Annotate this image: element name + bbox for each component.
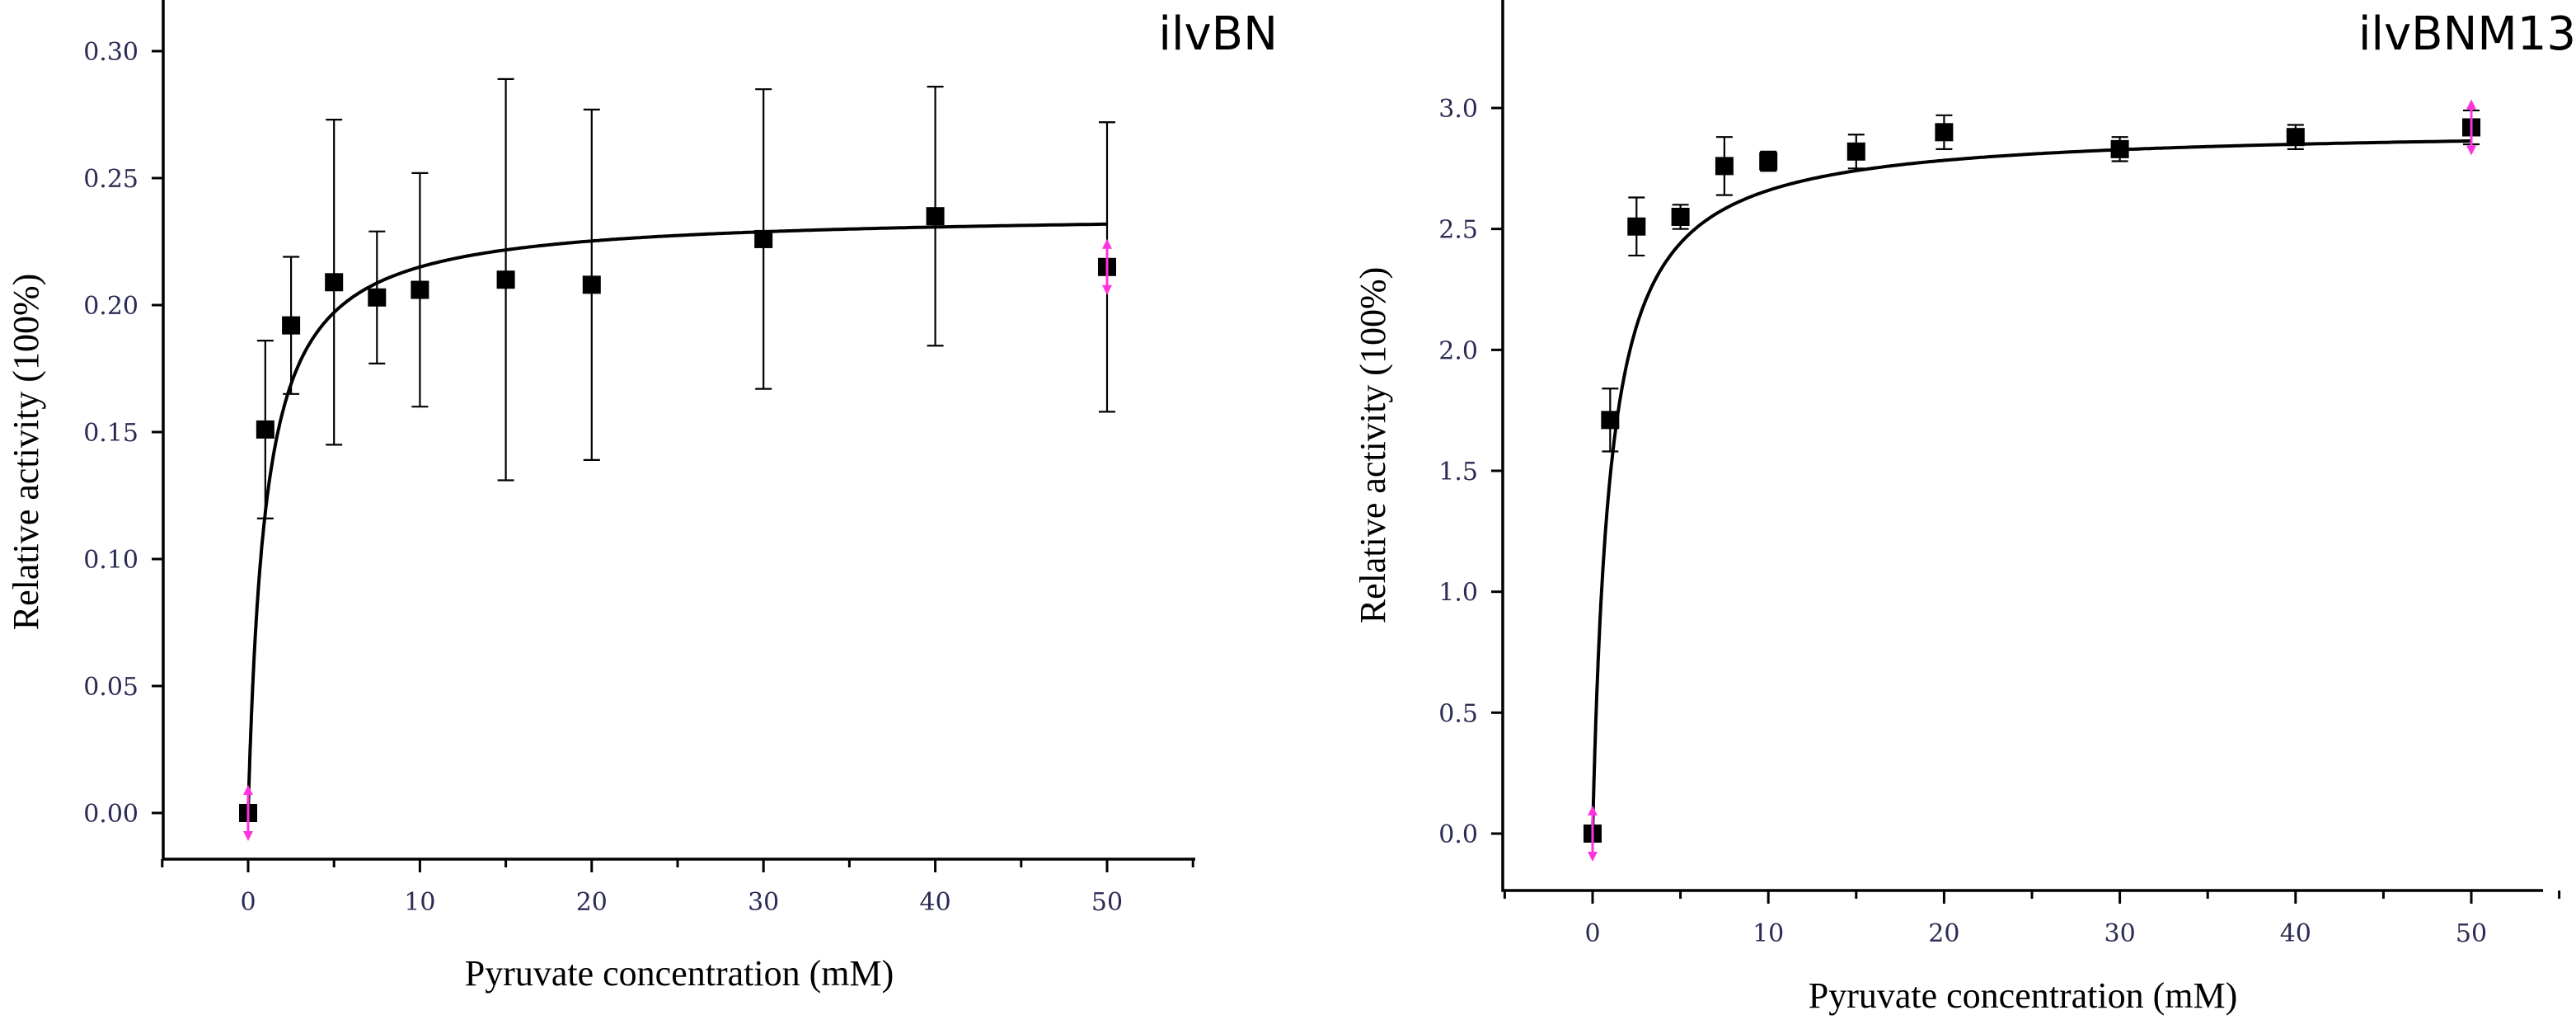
data-point bbox=[256, 420, 274, 439]
x-tick-label: 20 bbox=[1928, 919, 1959, 948]
x-tick-label: 30 bbox=[748, 888, 779, 917]
data-point bbox=[2110, 139, 2129, 158]
y-tick-label: 0.10 bbox=[83, 546, 138, 575]
data-point bbox=[1627, 217, 1646, 236]
y-tick-label: 0.20 bbox=[83, 292, 138, 321]
data-point bbox=[926, 207, 945, 226]
panel-ilvbnm13: ilvBNM13 0.0 0.5 1.0 1.5 2.0 2.5 3.0 0 10 20 30 40… bbox=[1353, 0, 2576, 1016]
highlight-arrow bbox=[1102, 238, 1112, 295]
data-point bbox=[1601, 411, 1620, 430]
fit-curve-ilvbnm13 bbox=[1591, 139, 2472, 834]
x-axis-title-ilvbnm13: Pyruvate concentration (mM) bbox=[1809, 975, 2238, 1016]
data-point bbox=[2286, 128, 2305, 147]
y-tick-label: 0.25 bbox=[83, 165, 138, 194]
y-tick-label: 0.15 bbox=[83, 419, 138, 448]
panel-ilvbn: ilvBN 0.00 0.05 0.10 0.15 0.20 0.25 0.30 0 10 20… bbox=[6, 0, 1278, 994]
y-axis-title-ilvbn: Relative activity (100%) bbox=[6, 274, 46, 631]
x-tick-label: 50 bbox=[2456, 919, 2487, 948]
data-point bbox=[282, 316, 301, 335]
y-tick-label: 0.00 bbox=[83, 800, 138, 829]
data-point bbox=[325, 273, 344, 292]
x-tick-label: 20 bbox=[576, 888, 608, 917]
data-point bbox=[411, 280, 429, 299]
y-tick-label: 2.0 bbox=[1438, 336, 1478, 365]
highlight-arrows-ilvbnm13 bbox=[1588, 99, 2476, 862]
panel-title-ilvbn: ilvBN bbox=[1158, 7, 1278, 61]
data-point bbox=[1935, 123, 1954, 142]
error-bars-ilvbnm13 bbox=[1602, 109, 2480, 453]
y-tick-label: 1.0 bbox=[1438, 579, 1478, 608]
y-ticks-ilvbn: 0.00 0.05 0.10 0.15 0.20 0.25 0.30 bbox=[83, 38, 163, 829]
y-tick-label: 0.5 bbox=[1438, 699, 1478, 728]
data-points-ilvbnm13 bbox=[1584, 118, 2480, 843]
data-point bbox=[754, 229, 773, 248]
y-ticks-ilvbnm13: 0.0 0.5 1.0 1.5 2.0 2.5 3.0 bbox=[1438, 95, 1503, 849]
data-points-ilvbn bbox=[239, 207, 1116, 822]
panel-title-ilvbnm13: ilvBNM13 bbox=[2358, 7, 2576, 61]
x-tick-label: 50 bbox=[1091, 888, 1123, 917]
axis-frame-ilvbnm13 bbox=[1501, 0, 2543, 892]
y-tick-label: 1.5 bbox=[1438, 458, 1478, 486]
x-tick-label: 0 bbox=[240, 888, 256, 917]
x-axis-title-ilvbn: Pyruvate concentration (mM) bbox=[465, 953, 894, 994]
y-tick-label: 0.0 bbox=[1438, 820, 1478, 849]
highlight-arrow bbox=[2466, 99, 2476, 156]
x-tick-label: 10 bbox=[1753, 919, 1784, 948]
data-point bbox=[582, 275, 601, 294]
axis-frame-ilvbn bbox=[162, 0, 1195, 861]
y-tick-label: 0.05 bbox=[83, 673, 138, 702]
x-tick-label: 40 bbox=[920, 888, 951, 917]
y-tick-label: 0.30 bbox=[83, 38, 138, 67]
y-axis-title-ilvbnm13: Relative activity (100%) bbox=[1353, 267, 1393, 624]
y-tick-label: 2.5 bbox=[1438, 216, 1478, 245]
x-tick-label: 0 bbox=[1584, 919, 1600, 948]
highlight-arrows-ilvbn bbox=[243, 238, 1112, 841]
x-tick-label: 10 bbox=[404, 888, 435, 917]
data-point bbox=[1671, 208, 1690, 226]
y-tick-label: 3.0 bbox=[1438, 95, 1478, 124]
data-point bbox=[368, 288, 387, 307]
x-ticks-ilvbnm13: 0 10 20 30 40 50 bbox=[1503, 890, 2561, 948]
highlight-arrow bbox=[243, 785, 253, 841]
highlight-arrow bbox=[1588, 806, 1598, 862]
data-point bbox=[1759, 152, 1778, 171]
x-ticks-ilvbn: 0 10 20 30 40 50 bbox=[161, 859, 1194, 917]
data-point bbox=[1846, 142, 1865, 161]
data-point bbox=[496, 270, 515, 289]
x-tick-label: 40 bbox=[2280, 919, 2311, 948]
x-tick-label: 30 bbox=[2104, 919, 2136, 948]
data-point bbox=[1715, 157, 1734, 176]
